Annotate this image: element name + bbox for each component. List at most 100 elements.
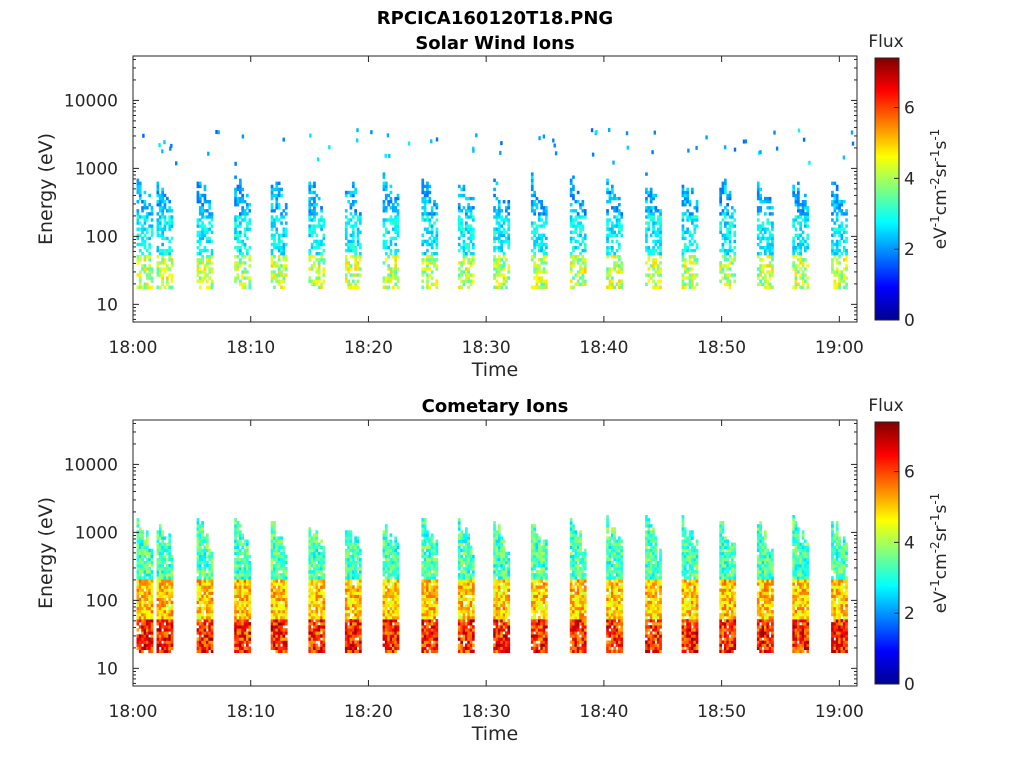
spectrogram-cell — [141, 631, 144, 635]
spectrogram-cell — [460, 221, 463, 225]
spectrogram-cell — [620, 212, 624, 216]
spectrogram-cell — [647, 279, 651, 283]
spectrogram-cell — [533, 233, 536, 237]
spectrogram-cell — [495, 273, 499, 277]
spectrogram-cell — [201, 233, 204, 237]
spectrogram-cell — [538, 248, 541, 253]
spectrogram-cell — [317, 594, 321, 598]
spectrogram-cell — [421, 643, 425, 647]
spectrogram-cell — [241, 576, 244, 580]
spectrogram-cell — [196, 649, 200, 653]
spectrogram-cell — [389, 270, 393, 274]
spectrogram-cell — [569, 267, 573, 271]
spectrogram-cell — [273, 539, 276, 543]
spectrogram-cell — [583, 242, 587, 247]
spectrogram-cell — [145, 545, 149, 549]
spectrogram-cell — [163, 597, 167, 601]
spectrogram-cell — [349, 637, 353, 641]
spectrogram-cell — [467, 227, 470, 231]
spectrogram-cell — [210, 640, 214, 644]
spectrogram-cell — [726, 193, 729, 198]
spectrogram-cell — [465, 212, 468, 216]
spectrogram-cell — [143, 564, 147, 568]
spectrogram-cell — [583, 282, 587, 286]
spectrogram-cell — [243, 230, 247, 234]
spectrogram-cell — [457, 193, 461, 198]
spectrogram-cell — [435, 252, 439, 256]
spectrogram-cell — [236, 570, 240, 574]
spectrogram-cell — [248, 255, 252, 259]
spectrogram-cell — [150, 551, 154, 556]
spectrogram-cell — [384, 557, 388, 562]
spectrogram-cell — [354, 273, 357, 277]
spectrogram-cell — [433, 600, 436, 605]
spectrogram-cell — [681, 193, 685, 198]
spectrogram-cell — [394, 236, 397, 241]
spectrogram-cell — [460, 530, 463, 534]
spectrogram-cell — [208, 239, 211, 244]
spectrogram-cell — [234, 640, 237, 644]
spectrogram-cell — [273, 233, 276, 237]
spectrogram-cell — [198, 218, 202, 222]
spectrogram-cell — [207, 151, 210, 156]
spectrogram-cell — [243, 591, 247, 595]
spectrogram-cell — [347, 245, 350, 250]
spectrogram-cell — [354, 588, 357, 592]
spectrogram-cell — [246, 270, 249, 274]
spectrogram-cell — [352, 193, 355, 198]
spectrogram-cell — [433, 212, 436, 216]
spectrogram-cell — [833, 203, 837, 207]
spectrogram-cell — [141, 236, 144, 241]
spectrogram-cell — [196, 245, 200, 250]
spectrogram-cell — [804, 273, 807, 277]
spectrogram-cell — [145, 218, 149, 222]
spectrogram-cell — [421, 524, 425, 528]
spectrogram-cell — [201, 594, 204, 598]
spectrogram-cell — [275, 591, 279, 595]
spectrogram-cell — [394, 649, 397, 653]
spectrogram-cell — [569, 239, 573, 244]
spectrogram-cell — [462, 631, 466, 635]
spectrogram-cell — [354, 252, 357, 256]
spectrogram-cell — [693, 258, 697, 262]
spectrogram-cell — [317, 545, 321, 549]
spectrogram-cell — [148, 628, 151, 632]
spectrogram-cell — [757, 150, 761, 155]
spectrogram-cell — [799, 215, 802, 219]
spectrogram-cell — [382, 591, 386, 595]
spectrogram-cell — [396, 609, 400, 614]
spectrogram-cell — [645, 190, 648, 195]
spectrogram-cell — [579, 264, 582, 268]
spectrogram-cell — [396, 564, 400, 568]
spectrogram-cell — [768, 255, 772, 259]
spectrogram-cell — [166, 588, 169, 592]
spectrogram-cell — [282, 267, 286, 271]
spectrogram-cell — [382, 619, 386, 623]
spectrogram-cell — [608, 218, 612, 222]
spectrogram-cell — [239, 551, 242, 556]
spectrogram-cell — [148, 567, 151, 571]
spectrogram-cell — [460, 622, 463, 626]
spectrogram-cell — [241, 276, 244, 280]
spectrogram-cell — [797, 242, 800, 247]
spectrogram-cell — [145, 230, 149, 234]
spectrogram-cell — [428, 573, 432, 577]
spectrogram-cell — [538, 215, 541, 219]
spectrogram-cell — [645, 209, 648, 213]
spectrogram-cell — [840, 252, 844, 256]
spectrogram-cell — [618, 203, 621, 207]
spectrogram-cell — [317, 252, 321, 256]
spectrogram-cell — [158, 551, 162, 556]
spectrogram-cell — [166, 637, 169, 641]
spectrogram-cell — [203, 649, 207, 653]
spectrogram-cell — [239, 625, 242, 629]
spectrogram-cell — [574, 227, 578, 231]
spectrogram-cell — [433, 649, 436, 653]
spectrogram-cell — [246, 579, 249, 583]
spectrogram-cell — [356, 606, 360, 611]
spectrogram-cell — [156, 200, 160, 204]
spectrogram-cell — [801, 218, 805, 222]
spectrogram-cell — [166, 276, 169, 280]
spectrogram-cell — [421, 551, 425, 556]
spectrogram-cell — [349, 640, 353, 644]
